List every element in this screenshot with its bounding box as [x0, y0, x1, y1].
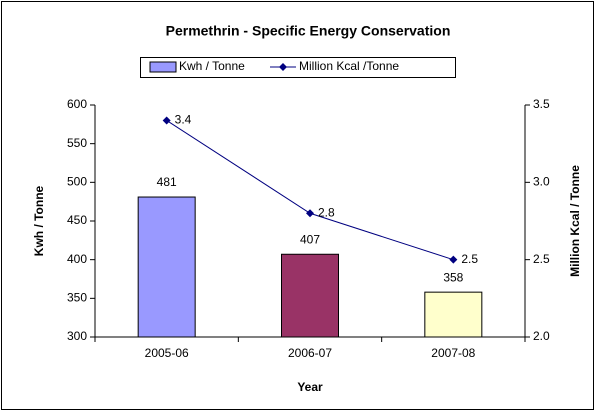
line-value-label: 2.5: [461, 252, 478, 266]
x-tick-label: 2006-07: [288, 346, 332, 360]
legend-label: Million Kcal /Tonne: [299, 59, 399, 73]
y-tick-label: 450: [67, 213, 87, 227]
legend-swatch: [149, 61, 177, 73]
y2-tick-label: 2.0: [533, 329, 550, 343]
line-value-label: 3.4: [175, 113, 192, 127]
bar: [424, 291, 483, 338]
x-tick-label: 2007-08: [431, 346, 475, 360]
line-marker: [449, 255, 458, 264]
bar: [137, 196, 196, 338]
bar-value-label: 481: [157, 175, 177, 189]
y-tick-label: 550: [67, 136, 87, 150]
bar-value-label: 407: [300, 232, 320, 246]
y2-axis-title: Million Kcal / Tonne: [568, 165, 582, 277]
y2-tick-label: 3.5: [533, 97, 550, 111]
legend-label: Kwh / Tonne: [179, 59, 245, 73]
y-tick-label: 500: [67, 175, 87, 189]
line-value-label: 2.8: [318, 205, 335, 219]
bar-value-label: 358: [443, 270, 463, 284]
line-marker: [306, 209, 314, 218]
y-axis-title: Kwh / Tonne: [32, 185, 46, 256]
chart-title: Permethrin - Specific Energy Conservatio…: [166, 23, 451, 39]
y2-tick-label: 2.5: [533, 252, 550, 266]
x-tick-label: 2005-06: [145, 346, 189, 360]
y-tick-label: 400: [67, 252, 87, 266]
legend-box: [140, 57, 456, 78]
line-marker: [162, 116, 171, 125]
y-tick-label: 350: [67, 291, 87, 305]
bar: [281, 253, 339, 338]
y2-tick-label: 3.0: [533, 175, 550, 189]
legend-marker: [279, 63, 287, 71]
y-tick-label: 300: [67, 329, 87, 343]
x-axis-title: Year: [297, 380, 323, 394]
y-tick-label: 600: [67, 97, 87, 111]
